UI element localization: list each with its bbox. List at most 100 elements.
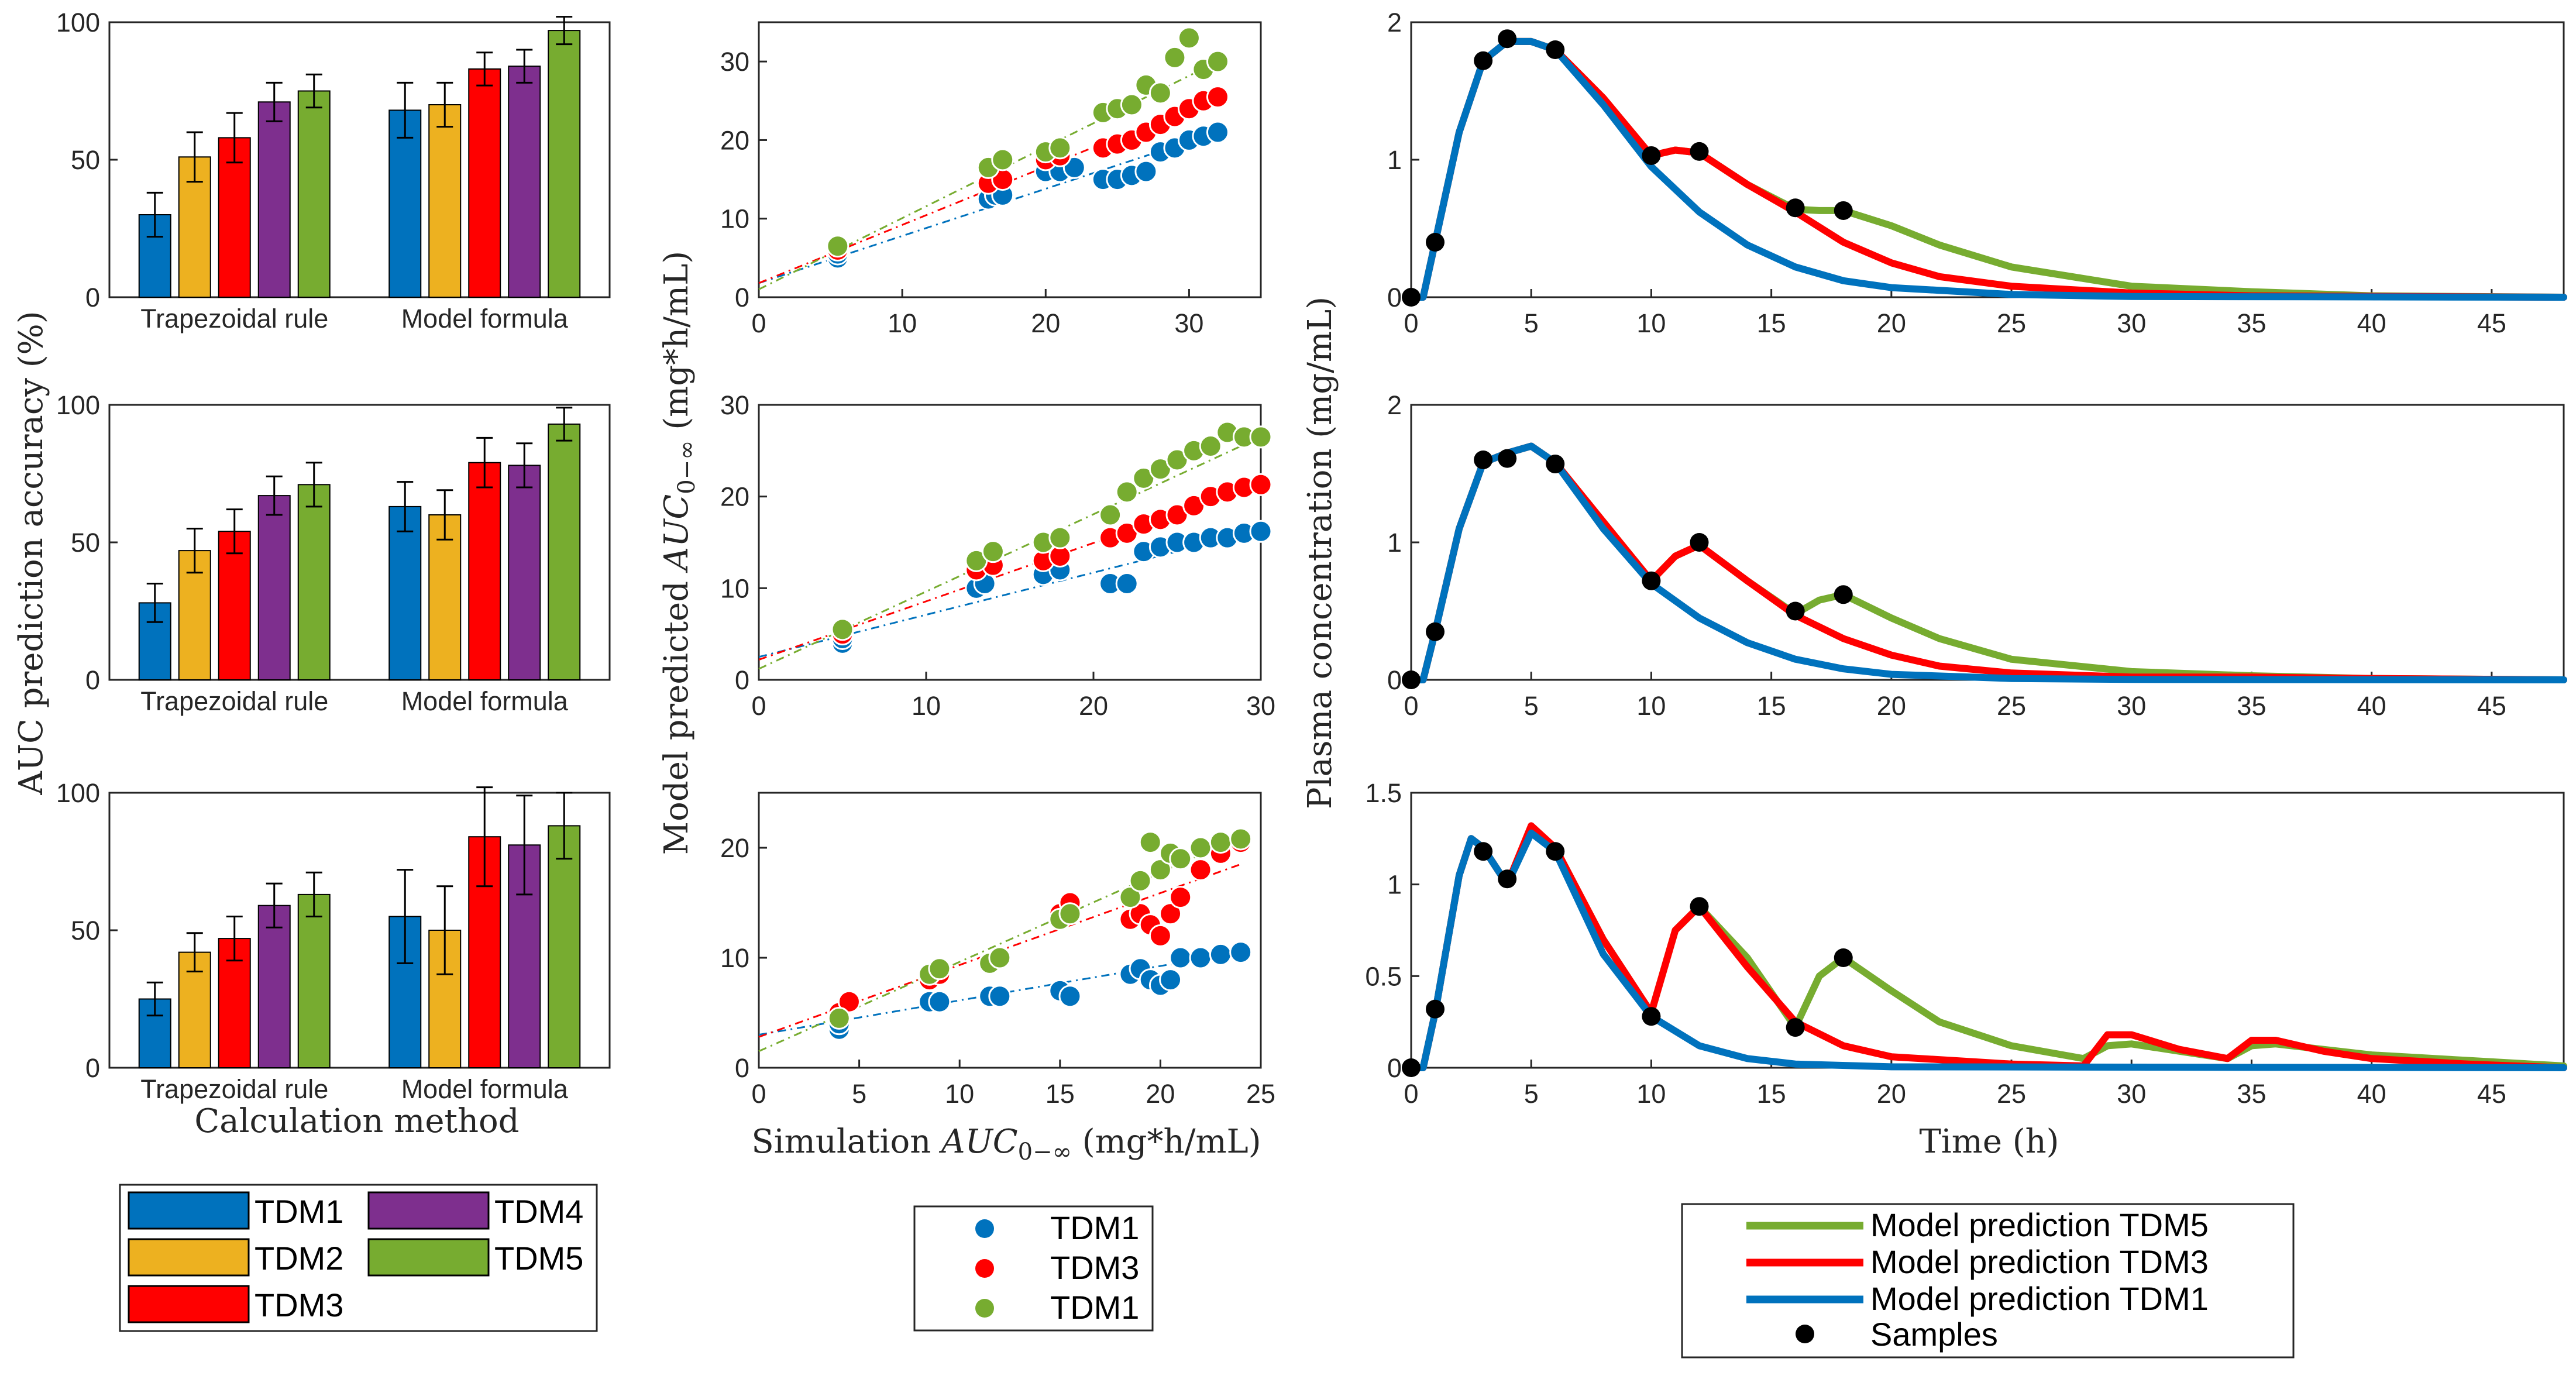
line-series-1 <box>1408 822 2567 1071</box>
chart-accuracy-row3: 0 50 100 Trapezoidal rule Model formula <box>56 778 611 1104</box>
line-series-0 <box>1408 826 2567 1071</box>
bar-tdm4 <box>257 495 291 680</box>
legend-swatch-tdm3 <box>128 1285 250 1323</box>
chart-accuracy-row2: 0 50 100 Trapezoidal rule Model formula <box>56 390 611 716</box>
sample-point <box>1642 146 1661 165</box>
category-label: Model formula <box>401 686 569 716</box>
y-tick-label: 20 <box>720 125 749 155</box>
line-series-1 <box>1408 442 2567 683</box>
line-series-2 <box>1408 37 2567 301</box>
x-tick-label: 10 <box>1636 691 1666 721</box>
bar-tdm4 <box>508 465 541 681</box>
y-tick-label: 20 <box>720 482 749 512</box>
x-tick-label: 30 <box>2117 691 2146 721</box>
scatter-point-2 <box>1048 136 1072 160</box>
scatter-point-0 <box>988 985 1012 1008</box>
legend-marker-samples <box>1796 1325 1814 1343</box>
line-series-0 <box>1408 442 2567 683</box>
x-tick-label: 30 <box>2117 308 2146 338</box>
chart-scatter-row2: 0 10 20 30 0 10 20 30 <box>720 390 1275 721</box>
x-tick-label: 5 <box>852 1079 866 1109</box>
x-tick-label: 35 <box>2237 691 2266 721</box>
y-tick-label: 0 <box>735 665 749 695</box>
legend-label-tdm2: TDM2 <box>254 1240 343 1277</box>
x-tick-label: 30 <box>2117 1079 2146 1109</box>
legend-label-conc-tdm1: Model prediction TDM1 <box>1870 1280 2209 1317</box>
scatter-point-2 <box>1169 847 1192 871</box>
scatter-point-0 <box>928 990 951 1013</box>
scatter-point-1 <box>1189 858 1212 882</box>
sample-point <box>1690 897 1709 916</box>
bar-tdm1 <box>388 109 422 298</box>
bar-tdm2 <box>428 104 462 298</box>
sample-point <box>1642 1007 1661 1026</box>
x-tick-label: 45 <box>2477 691 2506 721</box>
y-tick-label: 0 <box>735 1053 749 1083</box>
x-tick-label: 20 <box>1031 308 1060 338</box>
legend-marker-tdm1-green <box>975 1299 994 1318</box>
x-tick-label: 45 <box>2477 1079 2506 1109</box>
scatter-point-2 <box>1209 831 1232 854</box>
scatter-point-0 <box>1115 572 1139 595</box>
bar-tdm1 <box>388 505 422 681</box>
legend-label-conc-tdm3: Model prediction TDM3 <box>1870 1243 2209 1280</box>
plot-area <box>1410 404 2565 681</box>
sample-point <box>1498 29 1517 49</box>
x-tick-label: 30 <box>1174 308 1203 338</box>
y-tick-label: 0 <box>735 283 749 312</box>
bar-tdm5 <box>548 423 581 681</box>
x-tick-label: 35 <box>2237 308 2266 338</box>
scatter-point-2 <box>826 235 850 258</box>
bar-legend: TDM1 TDM2 TDM3 TDM4 TDM5 <box>119 1184 598 1332</box>
scatter-point-2 <box>1249 425 1272 449</box>
sample-point <box>1690 533 1709 552</box>
x-tick-label: 20 <box>1146 1079 1175 1109</box>
legend-marker-tdm3 <box>975 1259 994 1278</box>
scatter-point-2 <box>1129 869 1152 892</box>
line-series-2 <box>1408 829 2567 1071</box>
scatter-point-1 <box>1159 902 1182 926</box>
sample-point <box>1402 1058 1421 1077</box>
scatter-point-0 <box>1229 941 1253 964</box>
y-tick-label: 1 <box>1387 870 1402 900</box>
bar-tdm3 <box>468 68 501 298</box>
category-label: Trapezoidal rule <box>140 304 328 333</box>
chart-accuracy-row1: 0 50 100 Trapezoidal rule Model formula <box>56 8 611 333</box>
x-tick-label: 45 <box>2477 308 2506 338</box>
x-tick-label: 20 <box>1877 691 1906 721</box>
scatter-point-2 <box>988 946 1012 969</box>
x-tick-label: 40 <box>2357 691 2386 721</box>
bar-tdm4 <box>257 101 291 298</box>
sample-point <box>1474 451 1493 469</box>
y-tick-label: 1 <box>1387 528 1402 558</box>
legend-label-tdm4: TDM4 <box>494 1193 583 1230</box>
y-tick-label: 20 <box>720 833 749 863</box>
scatter-point-0 <box>1249 520 1272 543</box>
sample-point <box>1834 948 1853 967</box>
scatter-ylabel-math: AUC <box>658 494 696 573</box>
x-tick-label: 20 <box>1877 308 1906 338</box>
sample-point <box>1426 622 1445 641</box>
bar-tdm5 <box>297 484 331 680</box>
x-tick-label: 10 <box>912 691 941 721</box>
x-tick-label: 15 <box>1045 1079 1075 1109</box>
y-tick-label: 0 <box>85 665 100 695</box>
y-tick-label: 100 <box>56 778 100 808</box>
x-tick-label: 40 <box>2357 1079 2386 1109</box>
legend-label-samples: Samples <box>1870 1316 1998 1353</box>
sample-point <box>1834 201 1853 220</box>
sample-point <box>1834 585 1853 604</box>
scatter-point-2 <box>991 148 1014 171</box>
scatter-point-2 <box>1139 831 1162 854</box>
legend-label-scatter-3: TDM1 <box>1050 1289 1139 1326</box>
scatter-legend: TDM1 TDM3 TDM1 <box>913 1205 1154 1332</box>
x-tick-label: 10 <box>888 308 917 338</box>
scatter-point-2 <box>1148 81 1172 105</box>
x-tick-label: 15 <box>1757 1079 1786 1109</box>
x-tick-label: 0 <box>751 308 766 338</box>
bar-tdm5 <box>548 30 581 298</box>
sample-point <box>1426 999 1445 1019</box>
sample-point <box>1786 198 1805 218</box>
y-tick-label: 50 <box>71 145 100 175</box>
